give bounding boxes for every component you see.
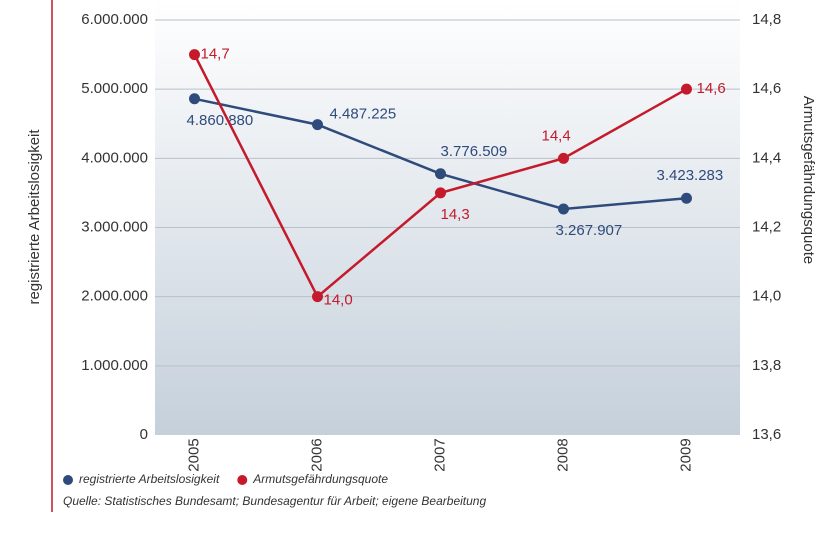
data-point	[681, 83, 692, 95]
legend-label: Armutsgefährdungsquote	[252, 472, 388, 486]
y-tick-label: 2.000.000	[81, 288, 148, 305]
y-tick-label: 6.000.000	[81, 11, 148, 28]
data-point	[189, 93, 200, 105]
data-label: 14,0	[324, 292, 353, 309]
data-point	[435, 187, 446, 199]
y-tick-label: 0	[140, 426, 148, 443]
y2-tick-label: 14,4	[752, 149, 781, 166]
data-label: 4.487.225	[330, 106, 397, 123]
data-point	[681, 192, 692, 204]
data-label: 3.423.283	[657, 167, 724, 184]
data-point	[312, 119, 323, 131]
data-label: 4.860.880	[187, 112, 254, 129]
data-label: 14,4	[542, 127, 571, 144]
data-point	[189, 49, 200, 61]
data-label: 3.267.907	[556, 222, 623, 239]
data-point	[435, 168, 446, 180]
data-label: 14,6	[697, 80, 726, 97]
y2-axis-title: Armutsgefährdungsquote	[800, 96, 817, 264]
data-point	[558, 152, 569, 164]
x-tick-label: 2009	[677, 438, 694, 471]
x-tick-label: 2005	[185, 438, 202, 471]
x-tick-label: 2008	[554, 438, 571, 471]
y2-tick-label: 14,0	[752, 288, 781, 305]
data-point	[558, 203, 569, 215]
y-tick-label: 4.000.000	[81, 149, 148, 166]
data-label: 14,7	[201, 46, 230, 63]
x-tick-label: 2006	[308, 438, 325, 471]
y2-tick-label: 14,6	[752, 80, 781, 97]
y2-tick-label: 13,8	[752, 357, 781, 374]
data-label: 14,3	[441, 206, 470, 223]
y-tick-label: 3.000.000	[81, 218, 148, 235]
y2-tick-label: 14,2	[752, 218, 781, 235]
source-note: Quelle: Statistisches Bundesamt; Bundesa…	[63, 494, 486, 508]
y-tick-label: 1.000.000	[81, 357, 148, 374]
data-label: 3.776.509	[441, 143, 508, 160]
legend-label: registrierte Arbeitslosigkeit	[79, 472, 220, 486]
y-tick-label: 5.000.000	[81, 80, 148, 97]
legend-marker	[237, 475, 248, 485]
data-point	[312, 291, 323, 303]
plot-background	[155, 0, 740, 435]
x-tick-label: 2007	[431, 438, 448, 471]
y2-tick-label: 14,8	[752, 11, 781, 28]
y-axis-title: registrierte Arbeitslosigkeit	[26, 129, 43, 305]
legend-marker	[63, 475, 73, 485]
y2-tick-label: 13,6	[752, 426, 781, 443]
